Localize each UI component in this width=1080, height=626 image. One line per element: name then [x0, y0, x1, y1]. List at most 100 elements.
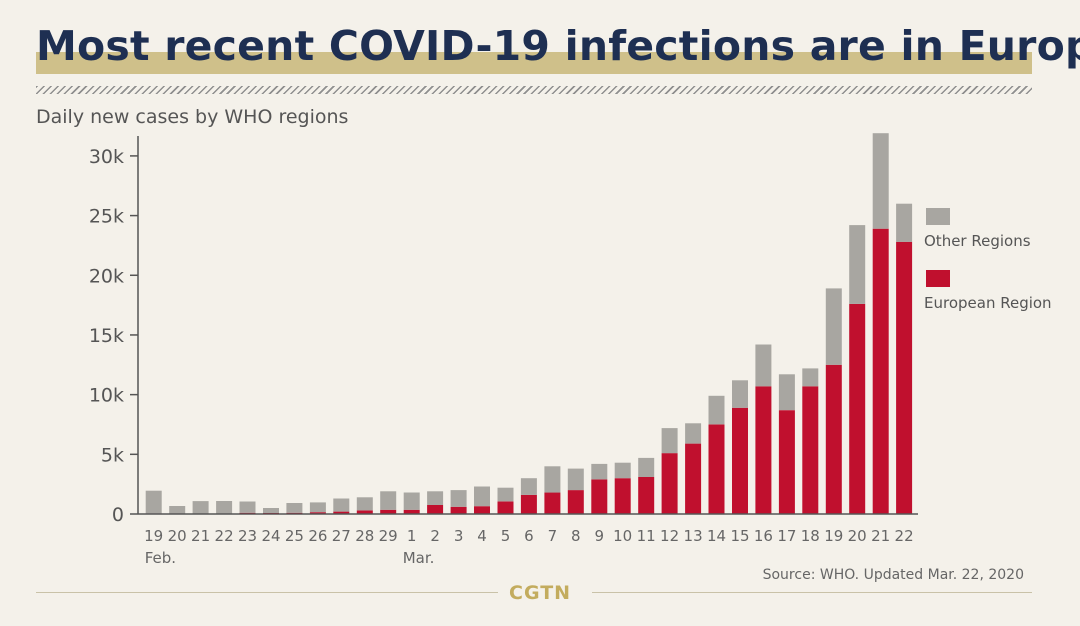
bar-other-28	[802, 368, 819, 387]
bar-other-17	[544, 466, 561, 493]
y-tick-label: 30k	[89, 146, 124, 168]
page-title: Most recent COVID-19 infections are in E…	[36, 22, 1080, 70]
x-tick-label: 16	[754, 527, 773, 545]
x-tick-label: 27	[332, 527, 351, 545]
hatched-divider	[36, 86, 1032, 94]
bar-european-11	[403, 509, 420, 514]
bar-other-6	[286, 503, 303, 513]
bar-european-17	[544, 492, 561, 514]
bar-european-32	[896, 241, 913, 515]
x-tick-label: 21	[191, 527, 210, 545]
x-tick-label: 13	[684, 527, 703, 545]
x-month-label: Mar.	[403, 549, 435, 567]
x-tick-label: 19	[144, 527, 163, 545]
bar-other-9	[356, 497, 373, 511]
bar-european-27	[778, 410, 795, 514]
bar-other-11	[403, 492, 420, 510]
bar-other-23	[685, 423, 702, 444]
bar-european-14	[474, 506, 490, 514]
x-tick-label: 15	[730, 527, 749, 545]
bar-other-26	[755, 344, 772, 387]
x-tick-label: 5	[501, 527, 511, 545]
bar-other-10	[380, 491, 397, 510]
legend-label: European Region	[924, 294, 1052, 312]
bar-other-30	[849, 225, 866, 304]
bar-other-0	[145, 490, 162, 514]
bar-european-10	[380, 509, 397, 514]
bar-european-25	[732, 407, 748, 514]
axes-group: 19 20 21 22 23 24 25 26 27 28 29 1 2 3 4 5 6 7 8 9 10 11 12 13 1…	[89, 136, 918, 567]
bar-other-4	[239, 501, 256, 513]
y-tick-label: 15k	[89, 325, 124, 347]
bar-european-20	[614, 478, 631, 514]
bar-other-2	[192, 501, 209, 514]
x-tick-label: 6	[524, 527, 534, 545]
legend-swatch	[926, 208, 950, 225]
bar-european-8	[333, 511, 350, 514]
x-tick-label: 29	[379, 527, 398, 545]
y-tick-label: 25k	[89, 206, 124, 228]
footer-line-right	[592, 592, 1032, 593]
source-note: Source: WHO. Updated Mar. 22, 2020	[762, 567, 1024, 583]
bar-other-12	[427, 491, 444, 505]
bar-european-26	[755, 386, 772, 514]
chart-subtitle: Daily new cases by WHO regions	[36, 106, 349, 128]
brand-logo: CGTN	[509, 582, 572, 604]
x-tick-label: 22	[895, 527, 914, 545]
bar-european-19	[591, 479, 608, 514]
bar-european-18	[567, 490, 584, 514]
bar-other-3	[216, 501, 233, 514]
x-tick-label: 20	[848, 527, 867, 545]
bar-other-19	[591, 463, 608, 480]
x-tick-label: 17	[777, 527, 796, 545]
title-block: Most recent COVID-19 infections are in E…	[36, 22, 1080, 82]
bar-european-22	[661, 453, 678, 514]
bar-other-7	[309, 502, 326, 513]
bar-other-1	[169, 506, 186, 514]
bar-other-13	[450, 490, 467, 507]
bar-european-7	[309, 512, 326, 514]
x-tick-label: 7	[548, 527, 558, 545]
bar-european-30	[849, 303, 866, 514]
x-tick-label: 2	[430, 527, 440, 545]
x-tick-label: 24	[261, 527, 280, 545]
x-tick-label: 1	[407, 527, 417, 545]
y-tick-label: 5k	[101, 444, 124, 466]
bar-other-31	[872, 133, 889, 229]
bar-other-14	[474, 486, 490, 507]
x-tick-label: 25	[285, 527, 304, 545]
legend-swatch	[926, 270, 950, 287]
y-tick-label: 20k	[89, 265, 124, 287]
bar-european-21	[638, 477, 655, 514]
footer-line-left	[36, 592, 498, 593]
x-tick-label: 8	[571, 527, 581, 545]
bar-other-22	[661, 428, 678, 454]
bar-other-32	[896, 203, 913, 242]
bar-european-15	[497, 501, 514, 514]
bar-european-28	[802, 386, 819, 514]
x-tick-label: 20	[168, 527, 187, 545]
bar-european-24	[708, 424, 725, 514]
bar-other-24	[708, 395, 725, 425]
bar-other-29	[825, 288, 842, 365]
x-tick-label: 26	[308, 527, 327, 545]
x-tick-label: 12	[660, 527, 679, 545]
bar-other-21	[638, 457, 655, 477]
bar-european-12	[427, 505, 444, 514]
x-tick-label: 19	[824, 527, 843, 545]
x-tick-label: 21	[871, 527, 890, 545]
title-underline-bar	[36, 52, 1032, 74]
bar-european-23	[685, 443, 702, 514]
bar-european-29	[825, 364, 842, 514]
bars-group	[145, 133, 913, 515]
x-tick-label: 3	[454, 527, 464, 545]
bar-other-18	[567, 468, 584, 491]
bar-european-13	[450, 506, 467, 514]
bar-european-9	[356, 510, 373, 514]
y-tick-label: 0	[112, 504, 124, 526]
x-tick-label: 10	[613, 527, 632, 545]
bar-other-8	[333, 498, 350, 512]
x-tick-label: 11	[637, 527, 656, 545]
bar-other-15	[497, 487, 514, 502]
